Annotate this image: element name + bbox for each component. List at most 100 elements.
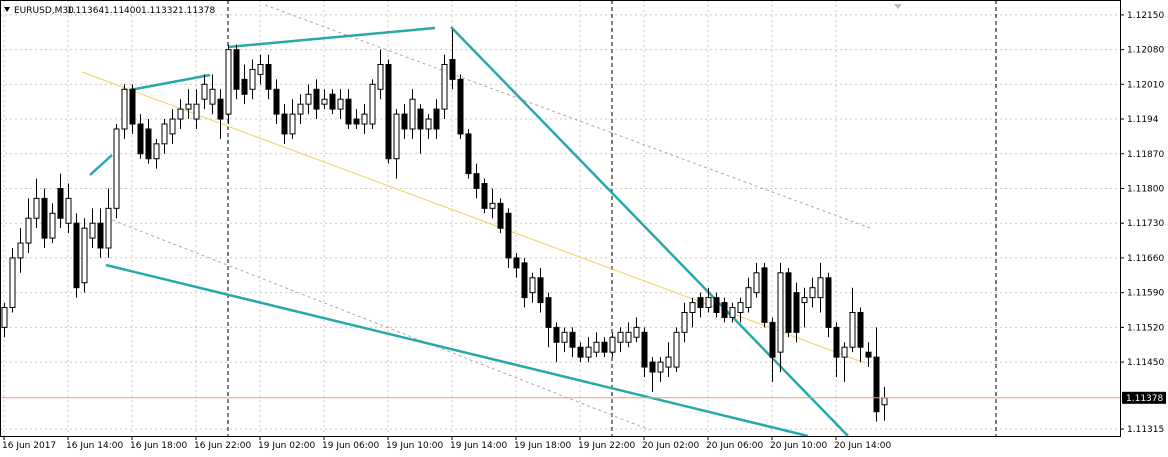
candle-body: [217, 98, 224, 120]
candle-body: [121, 88, 128, 130]
candle-body: [505, 212, 512, 259]
candle-body: [633, 326, 640, 338]
candle-body: [233, 49, 240, 90]
x-tick-label: 16 Jun 14:00: [66, 441, 123, 451]
candle-body: [881, 397, 888, 406]
candle-body: [25, 217, 32, 244]
candle-body: [569, 331, 576, 348]
candle-body: [249, 68, 256, 90]
y-tick-label: 1.11590: [1127, 289, 1164, 299]
candle-body: [161, 123, 168, 145]
price-label: 1.11378: [1126, 394, 1163, 404]
candle-body: [89, 222, 96, 239]
candle-body: [393, 113, 400, 160]
y-tick-label: 1.11660: [1127, 254, 1164, 264]
candle-body: [465, 133, 472, 175]
candle-body: [625, 331, 632, 343]
candle-body: [513, 257, 520, 269]
candle-body: [449, 59, 456, 80]
candle-body: [81, 227, 88, 284]
x-tick-label: 19 Jun 14:00: [450, 441, 507, 451]
candle-body: [673, 331, 680, 368]
candle-body: [257, 63, 264, 75]
candle-body: [761, 267, 768, 323]
candle-body: [369, 83, 376, 125]
candle-body: [57, 187, 64, 219]
candle-body: [153, 143, 160, 160]
candle-body: [697, 297, 704, 309]
candle-body: [433, 108, 440, 130]
candle-body: [145, 128, 152, 160]
candle-body: [425, 118, 432, 130]
y-tick-label: 1.12150: [1127, 11, 1164, 21]
candle-body: [529, 277, 536, 294]
candle-body: [457, 78, 464, 135]
candle-body: [729, 307, 736, 318]
candle-body: [497, 202, 504, 229]
candle-body: [481, 183, 488, 209]
candle-body: [849, 311, 856, 348]
channel-line: [111, 219, 651, 431]
candle-body: [537, 277, 544, 304]
candle-body: [865, 351, 872, 358]
candle-body: [201, 83, 208, 100]
candle-body: [833, 326, 840, 358]
candle-body: [329, 93, 336, 110]
candle-body: [809, 287, 816, 299]
candle-body: [769, 321, 776, 358]
candle-body: [209, 88, 216, 105]
candle-body: [17, 242, 24, 259]
candle-body: [737, 302, 744, 313]
candle-body: [585, 346, 592, 358]
candle-body: [601, 341, 608, 353]
candle-body: [681, 311, 688, 333]
candle-body: [49, 212, 56, 239]
candle-body: [137, 123, 144, 155]
candle-body: [185, 103, 192, 110]
candle-body: [825, 277, 832, 328]
x-tick-label: 16 Jun 18:00: [130, 441, 187, 451]
candle-body: [561, 331, 568, 343]
candle-body: [553, 326, 560, 343]
candle-body: [177, 108, 184, 120]
candle-body: [73, 222, 80, 289]
candle-body: [857, 311, 864, 348]
candle-body: [129, 88, 136, 125]
candle-body: [41, 197, 48, 239]
candle-body: [193, 103, 200, 120]
x-tick-label: 16 Jun 2017: [2, 441, 56, 451]
candle-body: [361, 113, 368, 125]
candle-body: [817, 277, 824, 299]
x-tick-label: 19 Jun 10:00: [386, 441, 443, 451]
candle-body: [577, 346, 584, 358]
high-label: 1.11400: [104, 6, 141, 16]
candle-body: [417, 108, 424, 130]
drawing-objects: [81, 0, 997, 438]
trend-line: [105, 263, 809, 438]
candle-body: [689, 302, 696, 313]
candle-body: [281, 113, 288, 135]
candle-body: [785, 272, 792, 333]
x-tick-label: 20 Jun 02:00: [642, 441, 699, 451]
candle-body: [705, 297, 712, 309]
candle-body: [313, 88, 320, 110]
candle-body: [241, 78, 248, 95]
candle-body: [617, 331, 624, 343]
x-tick-label: 19 Jun 06:00: [322, 441, 379, 451]
y-tick-label: 1.12080: [1127, 46, 1164, 56]
y-tick-label: 1.11800: [1127, 184, 1164, 194]
open-label: 1.11364: [67, 6, 104, 16]
y-tick-label: 1.1194: [1127, 115, 1159, 125]
trend-line: [227, 26, 436, 49]
x-tick-label: 19 Jun 02:00: [258, 441, 315, 451]
candle-body: [753, 272, 760, 294]
candle-body: [377, 63, 384, 90]
candle-body: [345, 98, 352, 125]
candle-body: [665, 356, 672, 368]
header: EURUSD,M30 1.11364 1.11400 1.11332 1.113…: [4, 6, 215, 16]
candle-body: [609, 336, 616, 353]
x-tick-label: 20 Jun 10:00: [770, 441, 827, 451]
candle-body: [721, 302, 728, 318]
